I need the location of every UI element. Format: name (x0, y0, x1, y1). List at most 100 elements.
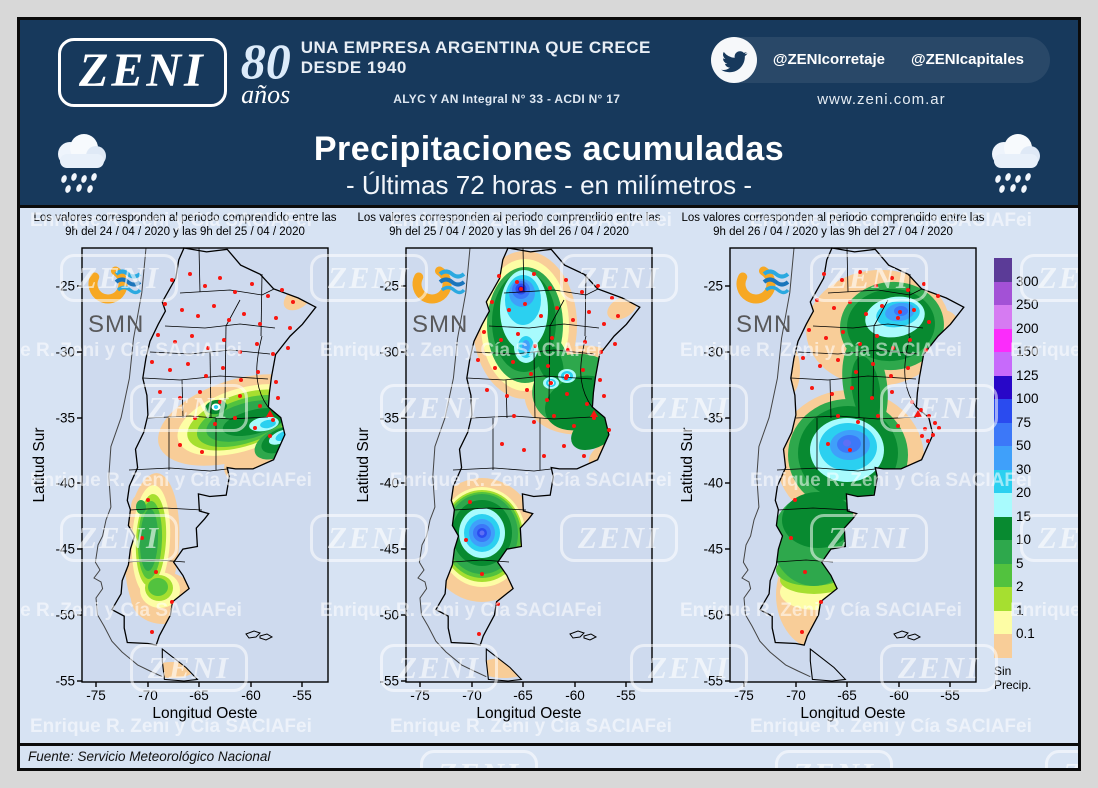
svg-text:-60: -60 (241, 688, 261, 703)
page-subtitle: - Últimas 72 horas - en milímetros - (346, 170, 752, 200)
legend-swatch (994, 446, 1012, 470)
y-axis-label: Latitud Sur (355, 427, 372, 502)
legend-no-precip-line1: Sin (994, 663, 1012, 678)
legend-label: 5 (1016, 555, 1024, 571)
x-axis-label: Longitud Oeste (476, 705, 581, 722)
legend-swatch (994, 375, 1012, 399)
legend-swatch (994, 493, 1012, 517)
legend-label: 2 (1016, 579, 1024, 594)
legend-swatch (994, 281, 1012, 305)
legend-label: 150 (1016, 344, 1039, 359)
legend-label: 300 (1016, 273, 1039, 289)
svg-text:-30: -30 (703, 344, 723, 359)
tierra-del-fuego-outline (485, 647, 523, 682)
argentina-outline (110, 247, 317, 646)
legend-label: 50 (1016, 438, 1032, 453)
map-caption-line1: Los valores corresponden al periodo comp… (357, 212, 661, 224)
city-marker (914, 409, 922, 417)
svg-text:-55: -55 (940, 688, 960, 703)
zeni-logo: ZENI 80 años (58, 36, 291, 108)
anniversary-number: 80 (240, 33, 291, 89)
legend-swatch (994, 469, 1012, 493)
header-social: @ZENIcorretaje @ZENIcapitales www.zeni.c… (710, 36, 1050, 108)
legend-no-precip-line2: Precip. (994, 677, 1032, 692)
map-panel-2: Los valores corresponden al periodo comp… (350, 208, 668, 742)
axis-ticks: -25 -30 -35 -40 -45 -50 -55 -75 -70 -65 -60 -55 (703, 278, 959, 703)
map-caption-line2: 9h del 24 / 04 / 2020 y las 9h del 25 / … (65, 226, 305, 239)
svg-text:-45: -45 (703, 541, 723, 556)
registration-line: ALYC Y AN Integral N° 33 - ACDI N° 17 (393, 92, 621, 106)
province-borders (127, 247, 276, 563)
legend-label: 250 (1016, 297, 1039, 312)
legend-swatch (994, 587, 1012, 611)
x-axis-label: Longitud Oeste (800, 705, 905, 722)
svg-text:-60: -60 (565, 688, 585, 703)
map-panel-1: Los valores corresponden al periodo comp… (26, 208, 344, 742)
svg-text:-75: -75 (410, 688, 430, 703)
svg-text:-35: -35 (55, 410, 75, 425)
chile-coastline (93, 247, 163, 677)
legend-no-precip-label: Sin Precip. (994, 664, 1056, 693)
legend-swatch (994, 422, 1012, 446)
legend-swatch (994, 258, 1012, 282)
rain-cloud-icon (980, 132, 1052, 203)
precipitation-map-1: SMN -25 -30 -35 -40 -45 -50 -55 -75 -70 -65 -60 -55 L… (31, 247, 329, 722)
argentina-outline (434, 247, 641, 646)
smn-logo: SMN (736, 264, 791, 338)
map-panel-3: Los valores corresponden al periodo comp… (674, 208, 992, 742)
svg-text:-55: -55 (703, 673, 723, 688)
map-caption-line2: 9h del 25 / 04 / 2020 y las 9h del 26 / … (389, 226, 629, 239)
argentina-outline (758, 247, 965, 646)
page-title: Precipitaciones acumuladas (313, 130, 785, 168)
legend-swatch (994, 328, 1012, 352)
y-axis-label: Latitud Sur (679, 427, 696, 502)
svg-text:-65: -65 (189, 688, 209, 703)
footer: Fuente: Servicio Meteorológico Nacional … (20, 743, 1078, 768)
map-caption: Los valores corresponden al periodo comp… (26, 211, 344, 240)
x-axis-label: Longitud Oeste (152, 705, 257, 722)
svg-text:-75: -75 (734, 688, 754, 703)
precipitation-map-2: SMN -25 -30 -35 -40 -45 -50 -55 -75 -70 -65 -60 -55 L… (355, 247, 653, 722)
twitter-handle-1[interactable]: @ZENIcorretaje (772, 51, 885, 68)
legend-swatch (994, 516, 1012, 540)
twitter-pill[interactable]: @ZENIcorretaje @ZENIcapitales (710, 36, 1050, 83)
plot-frame (405, 247, 653, 683)
website-url[interactable]: www.zeni.com.ar (817, 90, 946, 108)
svg-text:-30: -30 (379, 344, 399, 359)
map-caption-line1: Los valores corresponden al periodo comp… (681, 212, 985, 224)
islands-outline (893, 630, 909, 639)
twitter-handle-2[interactable]: @ZENIcapitales (911, 51, 1024, 68)
rain-cloud-icon (46, 132, 118, 203)
legend-label: 100 (1016, 391, 1039, 406)
svg-text:-50: -50 (55, 607, 75, 622)
svg-text:-55: -55 (292, 688, 312, 703)
station-dots (140, 271, 295, 634)
svg-text:-35: -35 (703, 410, 723, 425)
tierra-del-fuego-outline (161, 647, 199, 682)
company-tagline: UNA EMPRESA ARGENTINA QUE CRECE DESDE 19… (300, 38, 651, 77)
twitter-icon[interactable] (710, 36, 757, 83)
map-caption: Los valores corresponden al periodo comp… (674, 211, 992, 240)
svg-text:-55: -55 (55, 673, 75, 688)
svg-text:-75: -75 (86, 688, 106, 703)
legend-colorbar (994, 258, 1012, 658)
maps-area: Los valores corresponden al periodo comp… (20, 208, 1078, 743)
precipitation-map-3: SMN -25 -30 -35 -40 -45 -50 -55 -75 -70 -65 -60 -55 L… (679, 247, 977, 722)
map-caption-line2: 9h del 26 / 04 / 2020 y las 9h del 27 / … (713, 226, 953, 239)
zeni-logo-box: ZENI (58, 37, 227, 107)
legend-label: 200 (1016, 320, 1039, 336)
smn-logo: SMN (412, 264, 467, 338)
svg-text:-25: -25 (379, 278, 399, 293)
svg-text:-55: -55 (379, 673, 399, 688)
islands-outline (245, 630, 261, 639)
legend-swatch (994, 610, 1012, 634)
header: ZENI 80 años UNA EMPRESA ARGENTINA QUE C… (20, 20, 1078, 124)
svg-text:-40: -40 (703, 475, 723, 490)
legend-label: 125 (1016, 367, 1039, 383)
svg-text:SMN: SMN (88, 311, 144, 338)
plot-frame (729, 247, 977, 683)
legend-swatch (994, 352, 1012, 376)
legend-swatch (994, 634, 1012, 658)
y-axis-label: Latitud Sur (31, 427, 48, 502)
